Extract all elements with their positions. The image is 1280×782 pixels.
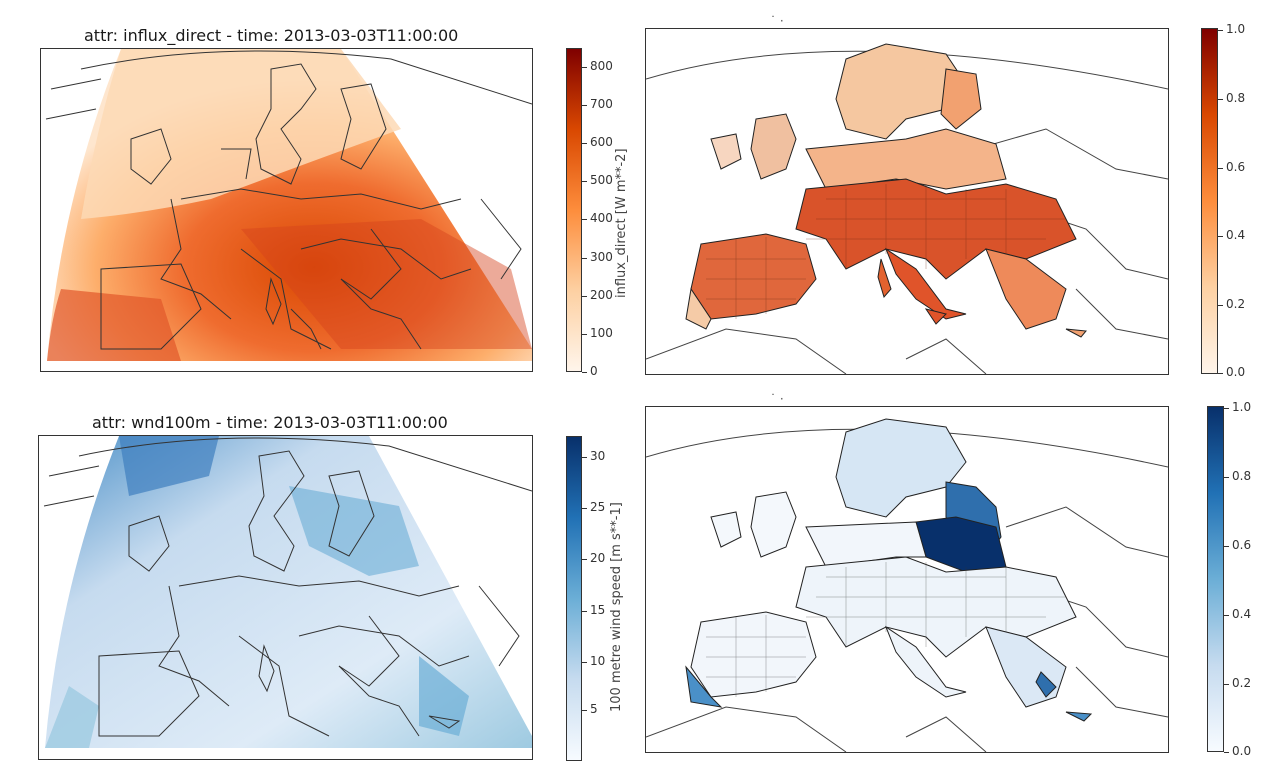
cbar-tick: 30 bbox=[581, 449, 606, 463]
cbar-tick: 1.0 bbox=[1217, 22, 1246, 36]
colorbar-label-influx: influx_direct [W m**-2] bbox=[614, 148, 629, 298]
panel-title-influx: attr: influx_direct - time: 2013-03-03T1… bbox=[84, 26, 459, 45]
cbar-tick: 0.4 bbox=[1217, 228, 1246, 242]
colorbar-wind bbox=[566, 436, 582, 761]
cbar-tick: 800 bbox=[582, 59, 613, 73]
colorbar-influx bbox=[566, 48, 582, 372]
cbar-tick: 500 bbox=[582, 173, 613, 187]
cbar-tick: 600 bbox=[582, 135, 613, 149]
cbar-tick: 200 bbox=[582, 288, 613, 302]
map-regions-blues[interactable] bbox=[645, 406, 1169, 753]
map-regions-reds[interactable] bbox=[645, 28, 1169, 375]
cbar-tick: 5 bbox=[582, 702, 598, 716]
cbar-tick: 15 bbox=[581, 603, 606, 617]
cbar-tick: 20 bbox=[581, 551, 606, 565]
cbar-tick: 0.2 bbox=[1217, 297, 1246, 311]
colorbar-blues bbox=[1207, 406, 1224, 752]
cbar-tick: 0.0 bbox=[1223, 744, 1252, 758]
cbar-tick: 0.0 bbox=[1217, 365, 1246, 379]
colorbar-reds bbox=[1201, 28, 1218, 374]
cbar-tick: 400 bbox=[582, 211, 613, 225]
cbar-tick: 1.0 bbox=[1223, 400, 1252, 414]
cbar-tick: 0.8 bbox=[1223, 469, 1252, 483]
cbar-tick: 0.8 bbox=[1217, 91, 1246, 105]
panel-title-wind: attr: wnd100m - time: 2013-03-03T11:00:0… bbox=[92, 413, 448, 432]
cbar-tick: 0.4 bbox=[1223, 607, 1252, 621]
cbar-tick: 25 bbox=[581, 500, 606, 514]
cbar-tick: 0.6 bbox=[1217, 160, 1246, 174]
cbar-tick: 0 bbox=[582, 364, 598, 378]
map-wind-100m[interactable] bbox=[38, 435, 533, 760]
map-influx-direct[interactable] bbox=[40, 48, 533, 372]
cbar-tick: 10 bbox=[581, 654, 606, 668]
clipped-title-fragment: ˙ · bbox=[770, 392, 784, 406]
cbar-tick: 0.2 bbox=[1223, 676, 1252, 690]
colorbar-label-wind: 100 metre wind speed [m s**-1] bbox=[609, 502, 624, 712]
cbar-tick: 0.6 bbox=[1223, 538, 1252, 552]
cbar-tick: 300 bbox=[582, 250, 613, 264]
cbar-tick: 700 bbox=[582, 97, 613, 111]
clipped-title-fragment: ˙ · bbox=[770, 14, 784, 28]
cbar-tick: 100 bbox=[582, 326, 613, 340]
